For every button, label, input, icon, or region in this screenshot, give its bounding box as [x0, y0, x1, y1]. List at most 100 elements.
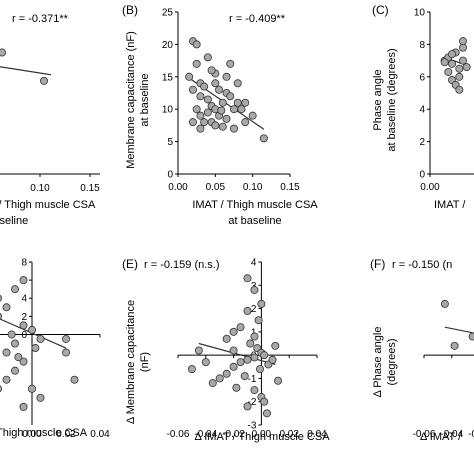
panel-e-xlabel: Δ IMAT / Thigh muscle CSA	[194, 431, 330, 443]
panel-d-point	[27, 325, 36, 334]
panel-f-ylabel-1: Δ Phase angle	[372, 327, 384, 398]
panel-b-point	[222, 72, 231, 81]
panel-b-point	[211, 79, 220, 88]
panel-d-point	[19, 321, 28, 330]
panel-d-point	[0, 312, 2, 320]
panel-b-point	[192, 40, 201, 49]
panel-b-point	[203, 53, 212, 62]
panel-b-point	[196, 124, 205, 133]
panel-b-point	[188, 118, 197, 127]
panel-a-xtick: 0.15	[80, 183, 100, 194]
panel-b-point	[237, 105, 246, 114]
panel-d: Thigh muscle CSA 024680.000.020.04	[0, 258, 110, 440]
panel-d-point	[2, 375, 11, 384]
panel-f: (F) r = -0.150 (n Δ Phase angle (degrees…	[370, 257, 474, 443]
panel-d-y-tick-label: 0	[21, 330, 27, 341]
panel-b-y-tick-label: 10	[162, 105, 174, 116]
panel-b-annotation: r = -0.409**	[229, 13, 286, 25]
panel-e-point	[257, 299, 266, 308]
panel-d-point	[19, 357, 28, 366]
panel-d-point	[62, 348, 71, 357]
panel-c-point	[458, 56, 467, 65]
panel-c-ylabel-2: at baseline (degrees)	[386, 48, 398, 151]
panel-d-xlabel: Thigh muscle CSA	[0, 427, 88, 439]
panel-b-point	[200, 118, 209, 127]
panel-f-point	[440, 299, 449, 308]
panel-b-xlabel-1: IMAT / Thigh muscle CSA	[192, 199, 318, 211]
panel-e-x-tick-label: 0.02	[279, 429, 299, 440]
panel-b-point	[185, 72, 194, 81]
panel-d-point	[19, 402, 28, 411]
panel-e-point	[232, 383, 241, 392]
panel-e-ylabel-1: Δ Membrane capacitance	[125, 300, 137, 424]
panel-b-ylabel-1: Membrane capacitance (nF)	[125, 31, 137, 169]
panel-d-y-tick-label: 4	[21, 294, 27, 305]
panel-b-point	[200, 82, 209, 91]
panel-d-point	[10, 339, 19, 348]
panel-b-point	[192, 105, 201, 114]
panel-e-point	[260, 397, 269, 406]
panel-d-point	[36, 334, 45, 343]
panel-e-point	[236, 358, 245, 367]
panel-e-point	[229, 327, 238, 336]
panel-e-point	[222, 334, 231, 343]
panel-b-point	[229, 105, 238, 114]
panel-b-ylabel-2: at baseline	[139, 73, 151, 126]
panel-b-y-tick-label: 0	[167, 170, 173, 181]
panel-d-point	[0, 385, 2, 393]
panel-e-y-tick-label: -1	[247, 374, 256, 385]
panel-f-point	[450, 341, 459, 350]
panel-b-point	[248, 111, 257, 120]
panel-e-point	[201, 358, 210, 367]
panel-b-x-tick-label: 0.15	[280, 182, 300, 193]
panel-e-point	[260, 351, 269, 360]
panel-c-y-tick-label: 6	[419, 72, 425, 83]
panel-b-point	[226, 92, 235, 101]
panel-c-y-tick-label: 10	[414, 8, 426, 19]
panel-e-point	[243, 355, 252, 364]
panel-b-point	[196, 111, 205, 120]
panel-b: (B) r = -0.409** Membrane capacitance (n…	[122, 3, 318, 227]
panel-c-point	[447, 59, 456, 68]
panel-e-y-tick-label: 4	[251, 258, 257, 269]
panel-e-label: (E)	[122, 257, 138, 271]
panel-c-y-tick-label: 8	[419, 40, 425, 51]
panel-d-point	[36, 393, 45, 402]
panel-d-point	[10, 366, 19, 375]
panel-d-point	[31, 344, 40, 353]
panel-b-y-tick-label: 5	[167, 137, 173, 148]
panel-b-point	[233, 98, 242, 107]
panel-b-x-tick-label: 0.00	[168, 182, 188, 193]
panel-d-point	[14, 353, 23, 362]
panel-e-point	[240, 372, 249, 381]
panel-b-point	[233, 79, 242, 88]
panel-c-label: (C)	[372, 3, 389, 17]
panel-c-y-tick-label: 4	[419, 105, 425, 116]
panel-a-fit-line	[0, 66, 52, 76]
panel-c-xlabel: IMAT /	[434, 199, 466, 211]
panel-e-point	[274, 376, 283, 385]
panel-b-point	[259, 134, 268, 143]
panel-e-point	[236, 323, 245, 332]
panel-a-xlabel-2: at baseline	[0, 215, 28, 227]
panel-e-point	[229, 362, 238, 371]
panel-b-xlabel-2: at baseline	[228, 215, 281, 227]
panel-f-label: (F)	[370, 257, 385, 271]
panel-c-point	[455, 72, 464, 81]
panel-b-point	[196, 92, 205, 101]
panel-c-point	[444, 67, 453, 76]
panel-f-x-tick-label: -0.06	[413, 429, 436, 440]
panel-b-point	[241, 118, 250, 127]
panel-b-y-tick-label: 15	[162, 72, 174, 83]
panel-b-x-tick-label: 0.05	[206, 182, 226, 193]
panel-e-x-tick-label: -0.02	[222, 429, 245, 440]
panel-d-y-tick-label: 2	[21, 312, 27, 323]
panel-f-fit-line	[444, 326, 474, 334]
panel-d-x-tick-label: 0.04	[90, 429, 110, 440]
panel-e-y-tick-label: -2	[247, 397, 256, 408]
panel-e-annotation: r = -0.159 (n.s.)	[144, 259, 220, 271]
panel-b-y-tick-label: 25	[162, 8, 174, 19]
panel-b-point	[215, 85, 224, 94]
panel-c: (C) Phase angle at baseline (degrees) IM…	[372, 3, 474, 211]
panel-a-point	[40, 76, 49, 85]
